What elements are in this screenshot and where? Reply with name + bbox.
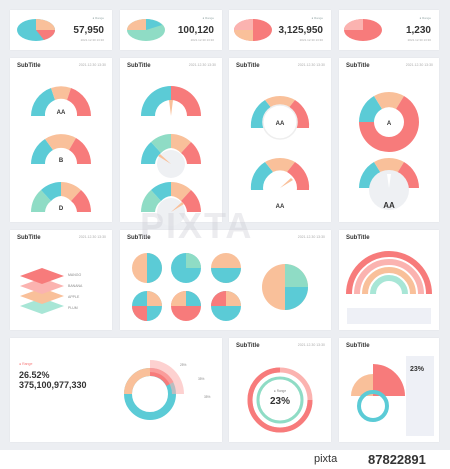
- gauge-label: AA: [276, 204, 285, 210]
- card-title: SubTitle: [127, 63, 151, 69]
- polar-chart: [351, 364, 405, 422]
- kpi-value: 100,120: [177, 25, 214, 36]
- gauge-card-3: SubTitle 2021.12.30 13:30 AA AA: [229, 58, 331, 222]
- kpi-date: 2021.12.30 13:30: [299, 38, 323, 42]
- summary-percent: 26.52%: [19, 370, 50, 380]
- side-panel: 23%: [406, 356, 434, 436]
- summary-card: ● Range 26.52% 375,100,977,330 25% 35% 3…: [10, 338, 222, 442]
- pct-label: 25%: [180, 363, 187, 367]
- kpi-legend: ● Range: [311, 16, 324, 20]
- summary-legend: ● Range: [19, 362, 33, 366]
- card-title: SubTitle: [346, 63, 370, 69]
- gauge-label: B: [59, 158, 64, 164]
- gauge-1c: D: [31, 182, 91, 212]
- layer-stack: [20, 268, 64, 314]
- card-date: 2021.12.30 13:30: [405, 63, 433, 67]
- legend-plum: PLUM: [68, 306, 78, 310]
- kpi-pie-2: [127, 19, 165, 41]
- kpi-value: 57,950: [73, 25, 104, 36]
- card-title: SubTitle: [236, 63, 260, 69]
- card-title: SubTitle: [346, 343, 370, 349]
- legend-mango: MANGO: [68, 273, 82, 277]
- rainbow-table: [347, 308, 431, 324]
- donut-label: ● Range: [274, 389, 286, 393]
- kpi-legend: ● Range: [419, 16, 432, 20]
- side-percent: 23%: [410, 366, 425, 373]
- gauge-label: AA: [383, 201, 395, 210]
- kpi-value: 3,125,950: [278, 25, 324, 36]
- donut-chart: 25% 35% 35%: [124, 360, 211, 420]
- kpi-card-3: ● Range 3,125,950 2021.12.30 13:30: [229, 10, 331, 50]
- stack-card: SubTitle 2021.12.30 13:30 MANGO BANANA A…: [10, 230, 112, 330]
- pie-grid: [132, 253, 308, 321]
- kpi-pie-4: [344, 19, 382, 41]
- gauge-1a: AA: [31, 86, 91, 116]
- needle-gauge-2c: [141, 182, 201, 226]
- kpi-legend: ● Range: [202, 16, 215, 20]
- percent-ring: 23% ● Range: [247, 367, 313, 433]
- legend-banana: BANANA: [68, 284, 83, 288]
- kpi-pie-1: [17, 19, 56, 41]
- card-date: 2021.12.30 13:30: [297, 63, 325, 67]
- ring-gauge-4b: AA: [359, 157, 419, 210]
- kpi-date: 2021.12.30 13:30: [80, 38, 104, 42]
- needle-gauge-2a: [141, 86, 201, 116]
- pct-label: 35%: [204, 395, 211, 399]
- card-date: 2021.12.30 13:30: [297, 235, 325, 239]
- card-title: SubTitle: [346, 235, 370, 241]
- kpi-date: 2021.12.30 13:30: [407, 38, 431, 42]
- side-card: SubTitle 23%: [339, 338, 439, 442]
- rainbow-card: SubTitle: [339, 230, 439, 330]
- summary-total: 375,100,977,330: [19, 380, 87, 390]
- card-title: SubTitle: [17, 63, 41, 69]
- pct-label: 35%: [198, 377, 205, 381]
- gauge-card-4: SubTitle 2021.12.30 13:30 A AA: [339, 58, 439, 222]
- kpi-value: 1,230: [405, 25, 431, 36]
- kpi-pie-3: [234, 19, 272, 41]
- gauge-1b: B: [31, 134, 92, 164]
- kpi-card-1: ● Range 57,950 2021.12.30 13:30: [10, 10, 112, 50]
- gauge-label: AA: [276, 121, 285, 127]
- ring-gauge-3b: AA: [250, 157, 310, 210]
- footer-id: 87822891: [368, 452, 426, 467]
- legend-apple: APPLE: [68, 295, 80, 299]
- card-date: 2021.12.30 13:30: [78, 235, 106, 239]
- gauge-label: D: [59, 206, 64, 212]
- footer-brand: pixta: [314, 453, 338, 465]
- watermark: PIXTA: [140, 205, 254, 246]
- card-date: 2021.12.30 13:30: [297, 343, 325, 347]
- needle-gauge-2b: [141, 134, 201, 178]
- kpi-card-2: ● Range 100,120 2021.12.30 13:30: [120, 10, 222, 50]
- rainbow-chart: [346, 251, 432, 295]
- card-date: 2021.12.30 13:30: [78, 63, 106, 67]
- kpi-legend: ● Range: [92, 16, 105, 20]
- kpi-date: 2021.12.30 13:30: [190, 38, 214, 42]
- ring-gauge-3a: AA: [250, 95, 310, 140]
- footer-bar: [0, 450, 450, 469]
- gauge-card-2: SubTitle 2021.12.30 13:30: [120, 58, 222, 226]
- ring-percent-card: SubTitle 2021.12.30 13:30 23% ● Range: [229, 338, 331, 442]
- pies-card: SubTitle 2021.12.30 13:30: [120, 230, 331, 330]
- card-title: SubTitle: [236, 343, 260, 349]
- ring-gauge-4a: A: [359, 91, 419, 152]
- card-title: SubTitle: [127, 235, 151, 241]
- card-title: SubTitle: [17, 235, 41, 241]
- gauge-card-1: SubTitle 2021.12.30 13:30 AA B D: [10, 58, 112, 222]
- card-date: 2021.12.30 13:30: [188, 63, 216, 67]
- donut-percent: 23%: [270, 396, 290, 407]
- gauge-label: AA: [57, 110, 66, 116]
- kpi-card-4: ● Range 1,230 2021.12.30 13:30: [339, 10, 439, 50]
- gauge-label: A: [387, 121, 392, 127]
